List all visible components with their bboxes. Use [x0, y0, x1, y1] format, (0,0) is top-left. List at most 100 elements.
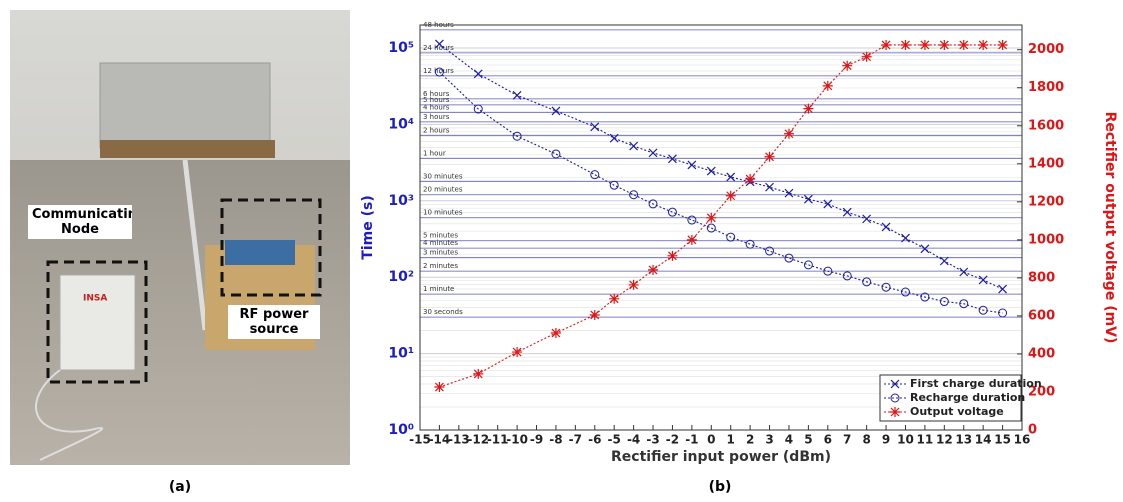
reference-label: 12 hours: [423, 67, 454, 75]
marker: [629, 141, 639, 151]
marker: [648, 148, 658, 158]
marker: [590, 122, 600, 132]
marker: [434, 39, 444, 49]
marker: [881, 282, 891, 292]
marker: [822, 80, 833, 91]
marker: [434, 382, 445, 393]
x-tick-label: -6: [588, 433, 601, 447]
x-tick-label: -3: [646, 433, 659, 447]
marker: [978, 39, 989, 50]
marker: [959, 267, 969, 277]
marker: [667, 250, 678, 261]
marker: [726, 172, 736, 182]
x-tick-label: -11: [487, 433, 509, 447]
marker: [861, 51, 872, 62]
x-tick-label: 7: [843, 433, 851, 447]
x-tick-label: -1: [685, 433, 698, 447]
marker: [862, 214, 872, 224]
reference-label: 4 minutes: [423, 239, 458, 247]
logo: INSA: [83, 294, 107, 304]
reference-label: 1 hour: [423, 149, 446, 157]
reference-label: 6 hours: [423, 90, 450, 98]
marker: [862, 277, 872, 287]
marker: [667, 207, 677, 217]
marker: [473, 104, 483, 114]
reference-label: 2 minutes: [423, 262, 458, 270]
marker: [784, 253, 794, 263]
marker: [900, 287, 910, 297]
y2-tick-label: 1400: [1028, 156, 1064, 171]
x-tick-label: -7: [569, 433, 582, 447]
marker: [998, 284, 1008, 294]
y-tick-label: 10⁴: [388, 116, 414, 132]
marker: [783, 128, 794, 139]
reference-label: 4 hours: [423, 103, 450, 111]
marker: [590, 170, 600, 180]
marker: [550, 328, 561, 339]
marker: [512, 90, 522, 100]
x-tick-label: -8: [549, 433, 562, 447]
y2-tick-label: 2000: [1028, 42, 1064, 57]
marker: [687, 215, 697, 225]
marker: [628, 279, 639, 290]
marker: [803, 194, 813, 204]
y-tick-label: 10⁵: [388, 40, 414, 56]
marker: [978, 275, 988, 285]
marker: [823, 199, 833, 209]
marker: [803, 260, 813, 270]
x-tick-label: 8: [862, 433, 870, 447]
x-tick-label: -15: [409, 433, 431, 447]
legend-label: First charge duration: [910, 377, 1042, 390]
reference-label: 3 hours: [423, 113, 450, 121]
marker: [978, 305, 988, 315]
x-tick-label: -13: [448, 433, 470, 447]
node-label: Communicating Node: [28, 205, 132, 239]
reference-label: 5 hours: [423, 96, 450, 104]
x-tick-label: 13: [955, 433, 972, 447]
legend-label: Output voltage: [910, 405, 1004, 418]
marker: [725, 190, 736, 201]
marker: [745, 239, 755, 249]
marker: [939, 297, 949, 307]
x-tick-label: 15: [994, 433, 1011, 447]
reference-label: 30 minutes: [423, 172, 463, 180]
marker: [842, 271, 852, 281]
series-line: [439, 44, 1003, 388]
x-tick-label: 16: [1014, 433, 1031, 447]
x-tick-label: 1: [727, 433, 735, 447]
x-tick-label: 5: [804, 433, 812, 447]
marker: [890, 393, 900, 403]
marker: [997, 39, 1008, 50]
series-line: [439, 71, 1003, 314]
marker: [648, 199, 658, 209]
photo: INSA Communicating Node RF power source: [10, 10, 350, 465]
marker: [823, 266, 833, 276]
y-tick-label: 10²: [388, 269, 414, 285]
marker: [920, 244, 930, 254]
marker: [881, 222, 891, 232]
marker: [803, 103, 814, 114]
marker: [668, 154, 677, 164]
marker: [890, 407, 900, 417]
marker: [686, 234, 697, 245]
marker: [842, 60, 853, 71]
marker: [726, 232, 736, 242]
x-tick-label: -12: [467, 433, 489, 447]
y2-tick-label: 800: [1028, 270, 1055, 285]
marker: [551, 149, 561, 159]
caption: (a): [169, 479, 191, 495]
y2-tick-label: 0: [1028, 423, 1037, 438]
marker: [609, 180, 619, 190]
marker: [473, 368, 484, 379]
x-tick-label: 12: [936, 433, 953, 447]
y2-tick-label: 400: [1028, 346, 1055, 361]
plot-area: [420, 25, 1022, 430]
marker: [959, 299, 969, 309]
series-line: [439, 43, 1003, 290]
marker: [687, 160, 697, 170]
marker: [434, 67, 444, 77]
reference-label: 20 minutes: [423, 186, 463, 194]
x-tick-label: 10: [897, 433, 914, 447]
reference-label: 5 minutes: [423, 232, 458, 240]
